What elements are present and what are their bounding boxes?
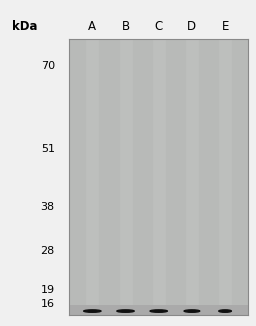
Text: E: E [221,20,229,33]
Ellipse shape [219,310,231,312]
Bar [69,305,248,315]
Text: A: A [88,20,96,33]
Text: 38: 38 [41,201,55,212]
Text: B: B [122,20,130,33]
Ellipse shape [84,310,101,312]
Text: 70: 70 [41,61,55,70]
Text: kDa: kDa [12,20,37,33]
Ellipse shape [117,310,134,312]
Ellipse shape [150,310,167,312]
Text: 16: 16 [41,299,55,309]
Text: 51: 51 [41,144,55,154]
Ellipse shape [184,310,200,312]
Text: D: D [187,20,196,33]
Text: 19: 19 [41,285,55,295]
Text: C: C [155,20,163,33]
Text: 28: 28 [40,246,55,256]
